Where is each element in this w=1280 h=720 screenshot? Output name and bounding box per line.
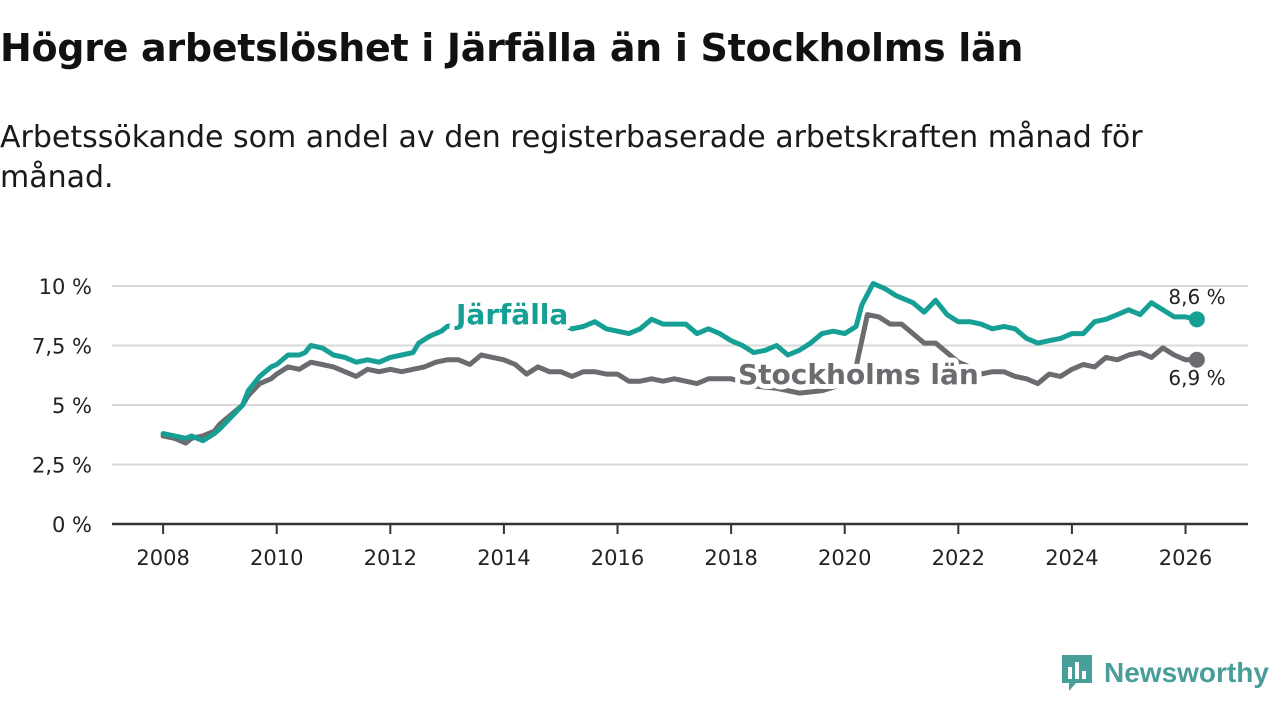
x-tick-label: 2022 [932, 546, 985, 570]
y-tick-label: 0 % [52, 513, 92, 537]
x-tick-label: 2026 [1159, 546, 1212, 570]
x-tick-label: 2012 [364, 546, 417, 570]
x-tick-label: 2010 [250, 546, 303, 570]
newsworthy-logo: Newsworthy [1060, 653, 1269, 693]
series-line-stockholm [160, 312, 1200, 446]
y-tick-label: 7,5 % [32, 335, 92, 359]
y-tick-label: 2,5 % [32, 454, 92, 478]
series-label-jarfalla-halo: Järfälla [454, 298, 568, 331]
series-lines [160, 281, 1205, 446]
x-tick-label: 2016 [591, 546, 644, 570]
series-label-stockholm-halo: Stockholms län [738, 358, 979, 391]
chart-subtitle: Arbetssökande som andel av den registerb… [0, 120, 1143, 195]
chart-title: Högre arbetslöshet i Järfälla än i Stock… [0, 26, 1024, 70]
x-tick-label: 2014 [477, 546, 530, 570]
x-tick-label: 2024 [1045, 546, 1098, 570]
y-axis-ticks: 0 % 2,5 % 5 % 7,5 % 10 % [32, 275, 92, 537]
series-line-jarfalla [160, 281, 1200, 444]
y-tick-label: 10 % [39, 275, 92, 299]
x-axis-ticks: 2008 2010 2012 2014 2016 2018 2020 2022 2024 2026 [136, 524, 1212, 570]
grid [112, 285, 1248, 526]
x-tick-label: 2008 [136, 546, 189, 570]
bar-chart-speech-icon [1062, 655, 1092, 691]
series-label-jarfalla: Järfälla [454, 298, 568, 331]
x-tick-label: 2018 [704, 546, 757, 570]
x-tick-label: 2020 [818, 546, 871, 570]
series-label-stockholm: Stockholms län [738, 358, 979, 391]
y-tick-label: 5 % [52, 394, 92, 418]
end-label-jarfalla: 8,6 % [1168, 285, 1225, 309]
brand-name: Newsworthy [1104, 657, 1269, 688]
end-point-stockholm [1188, 351, 1205, 368]
end-label-stockholm: 6,9 % [1168, 366, 1225, 390]
end-point-jarfalla [1188, 311, 1205, 328]
